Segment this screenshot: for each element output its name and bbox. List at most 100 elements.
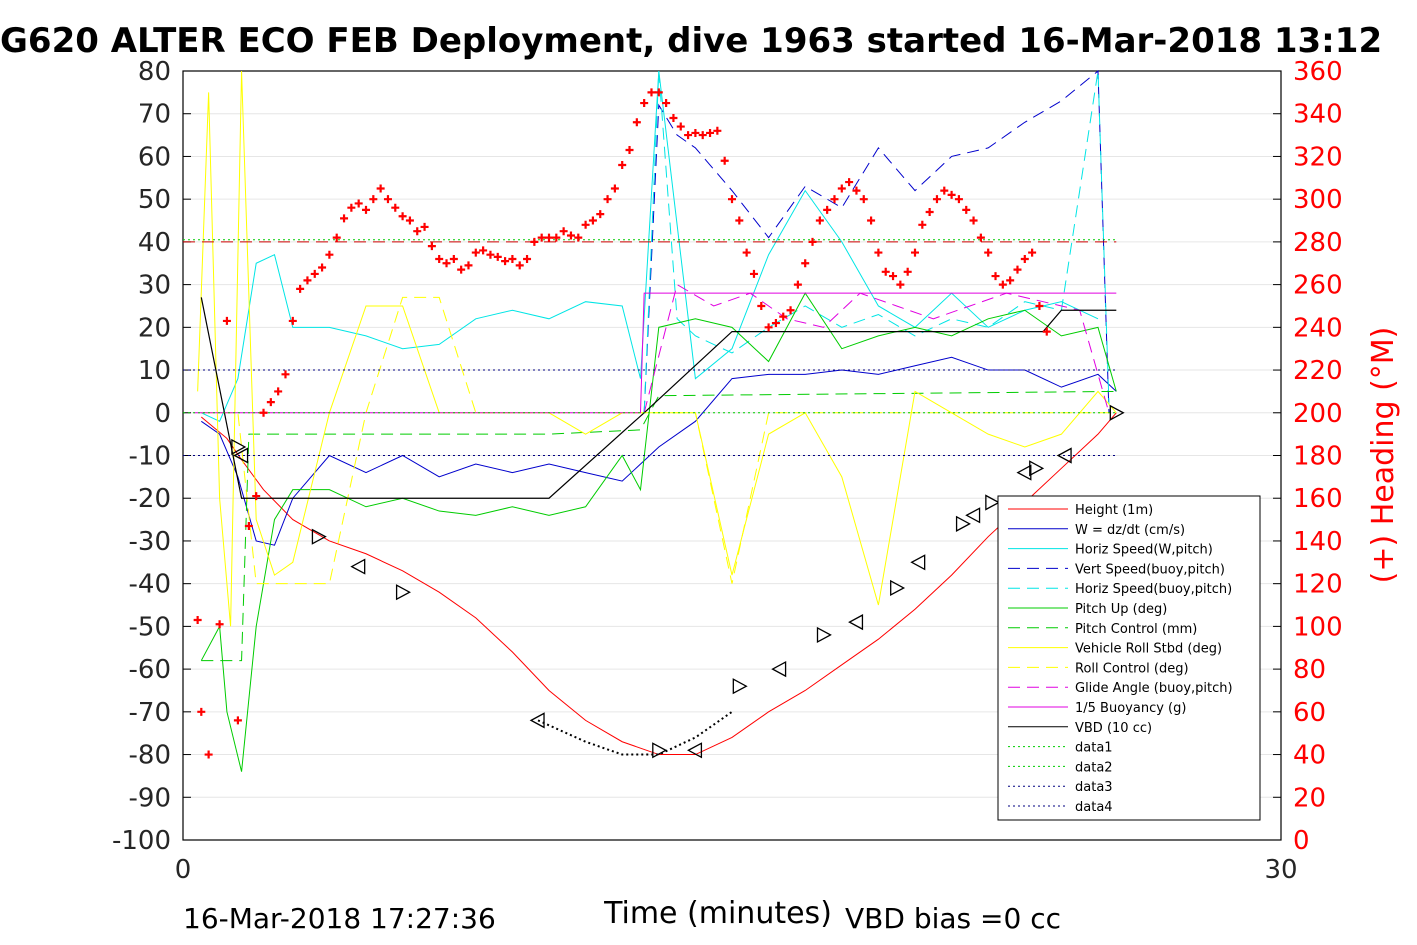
x-axis-label: Time (minutes) bbox=[603, 896, 832, 931]
heading-point bbox=[632, 118, 641, 127]
right-y-tick-label: 280 bbox=[1293, 228, 1343, 258]
heading-point bbox=[427, 242, 436, 251]
right-y-tick-label: 260 bbox=[1293, 271, 1343, 301]
marker-triangle bbox=[1016, 464, 1032, 481]
heading-point bbox=[969, 216, 978, 225]
heading-point bbox=[947, 190, 956, 199]
marker-triangle bbox=[1056, 447, 1072, 464]
x-tick-label: 0 bbox=[175, 855, 192, 885]
legend-label: Horiz Speed(W,pitch) bbox=[1075, 543, 1213, 558]
legend-label: Glide Angle (buoy,pitch) bbox=[1075, 681, 1233, 696]
heading-point bbox=[501, 257, 510, 266]
heading-point bbox=[647, 88, 656, 97]
heading-point bbox=[742, 248, 751, 257]
right-y-tick-label: 140 bbox=[1293, 527, 1343, 557]
heading-point bbox=[193, 615, 202, 624]
heading-point bbox=[793, 280, 802, 289]
y-tick-label: -70 bbox=[129, 698, 171, 728]
marker-triangle bbox=[1029, 460, 1045, 477]
right-axis-label: (+) Heading (°M) bbox=[1366, 327, 1401, 584]
series-2-line bbox=[201, 70, 1099, 422]
heading-point bbox=[911, 248, 919, 257]
heading-point bbox=[691, 128, 700, 137]
heading-point bbox=[233, 716, 242, 725]
heading-point bbox=[530, 237, 539, 246]
heading-point bbox=[786, 306, 795, 315]
heading-point bbox=[204, 750, 213, 759]
legend-label: W = dz/dt (cm/s) bbox=[1075, 523, 1185, 538]
heading-point bbox=[998, 280, 1007, 289]
heading-point bbox=[610, 184, 619, 193]
legend-label: Roll Control (deg) bbox=[1075, 661, 1189, 676]
heading-point bbox=[274, 387, 283, 396]
marker-triangle bbox=[910, 554, 926, 571]
heading-point bbox=[713, 126, 722, 135]
heading-point bbox=[669, 113, 678, 122]
heading-point bbox=[391, 203, 400, 212]
heading-point bbox=[383, 195, 392, 204]
heading-point bbox=[244, 521, 253, 530]
series-9-line bbox=[643, 283, 1110, 413]
legend-label: Vert Speed(buoy,pitch) bbox=[1075, 562, 1225, 577]
heading-point bbox=[976, 233, 985, 242]
marker-triangle bbox=[732, 678, 748, 695]
marker-triangle bbox=[231, 438, 247, 456]
heading-point bbox=[362, 205, 370, 214]
heading-point bbox=[318, 263, 327, 272]
right-y-tick-label: 100 bbox=[1293, 612, 1343, 642]
marker-triangles bbox=[231, 404, 1125, 759]
heading-point bbox=[581, 220, 590, 229]
heading-point bbox=[259, 408, 268, 417]
series-6-line bbox=[201, 390, 1117, 662]
series-1-line bbox=[201, 356, 1117, 546]
y-tick-label: -30 bbox=[129, 527, 171, 557]
marker-triangle bbox=[965, 507, 981, 524]
right-y-tick-label: 320 bbox=[1293, 142, 1343, 172]
y-tick-label: -10 bbox=[129, 442, 171, 472]
heading-point bbox=[215, 620, 224, 629]
heading-point bbox=[354, 199, 363, 208]
legend: Height (1m) W = dz/dt (cm/s) Horiz Speed(W… bbox=[997, 495, 1261, 821]
heading-point bbox=[728, 195, 736, 204]
heading-point bbox=[954, 195, 963, 204]
heading-point bbox=[486, 250, 495, 259]
heading-point bbox=[523, 254, 532, 263]
marker-triangle bbox=[955, 515, 971, 532]
series-lines bbox=[183, 69, 1117, 772]
y-tick-label: -80 bbox=[129, 741, 171, 771]
heading-point bbox=[676, 122, 685, 131]
heading-point bbox=[859, 195, 868, 204]
heading-point bbox=[654, 88, 663, 97]
right-y-tick-label: 180 bbox=[1293, 442, 1343, 472]
y-tick-label: -90 bbox=[129, 783, 171, 813]
legend-label: data4 bbox=[1075, 800, 1113, 815]
heading-point bbox=[889, 272, 898, 281]
heading-point bbox=[1020, 254, 1029, 263]
marker-triangle bbox=[652, 742, 668, 759]
right-y-tick-label: 0 bbox=[1293, 826, 1310, 856]
series-5-line bbox=[200, 292, 1117, 772]
heading-point bbox=[508, 254, 517, 263]
heading-point bbox=[493, 252, 502, 261]
heading-point bbox=[515, 261, 524, 270]
heading-point bbox=[552, 233, 561, 242]
heading-point bbox=[720, 156, 729, 165]
heading-point bbox=[559, 227, 568, 236]
heading-point bbox=[618, 160, 627, 169]
left-axis-ticks: 80 70 60 50 40 30 20 10 0 -10 -20 -30 -40 -50 -60 -70 -8… bbox=[112, 57, 1281, 856]
series-10-line bbox=[193, 292, 1117, 414]
heading-point bbox=[252, 492, 261, 501]
heading-point bbox=[940, 186, 949, 195]
right-y-tick-label: 220 bbox=[1293, 356, 1343, 386]
heading-point bbox=[537, 233, 546, 242]
heading-point bbox=[588, 216, 597, 225]
heading-point bbox=[369, 195, 378, 204]
heading-point bbox=[867, 216, 876, 225]
heading-point bbox=[735, 216, 744, 225]
marker-triangle bbox=[311, 528, 327, 545]
right-y-tick-label: 300 bbox=[1293, 185, 1343, 215]
legend-label: Horiz Speed(buoy,pitch) bbox=[1075, 582, 1232, 597]
heading-point bbox=[706, 128, 715, 137]
marker-triangle bbox=[985, 494, 1001, 511]
marker-triangle bbox=[1109, 404, 1125, 421]
